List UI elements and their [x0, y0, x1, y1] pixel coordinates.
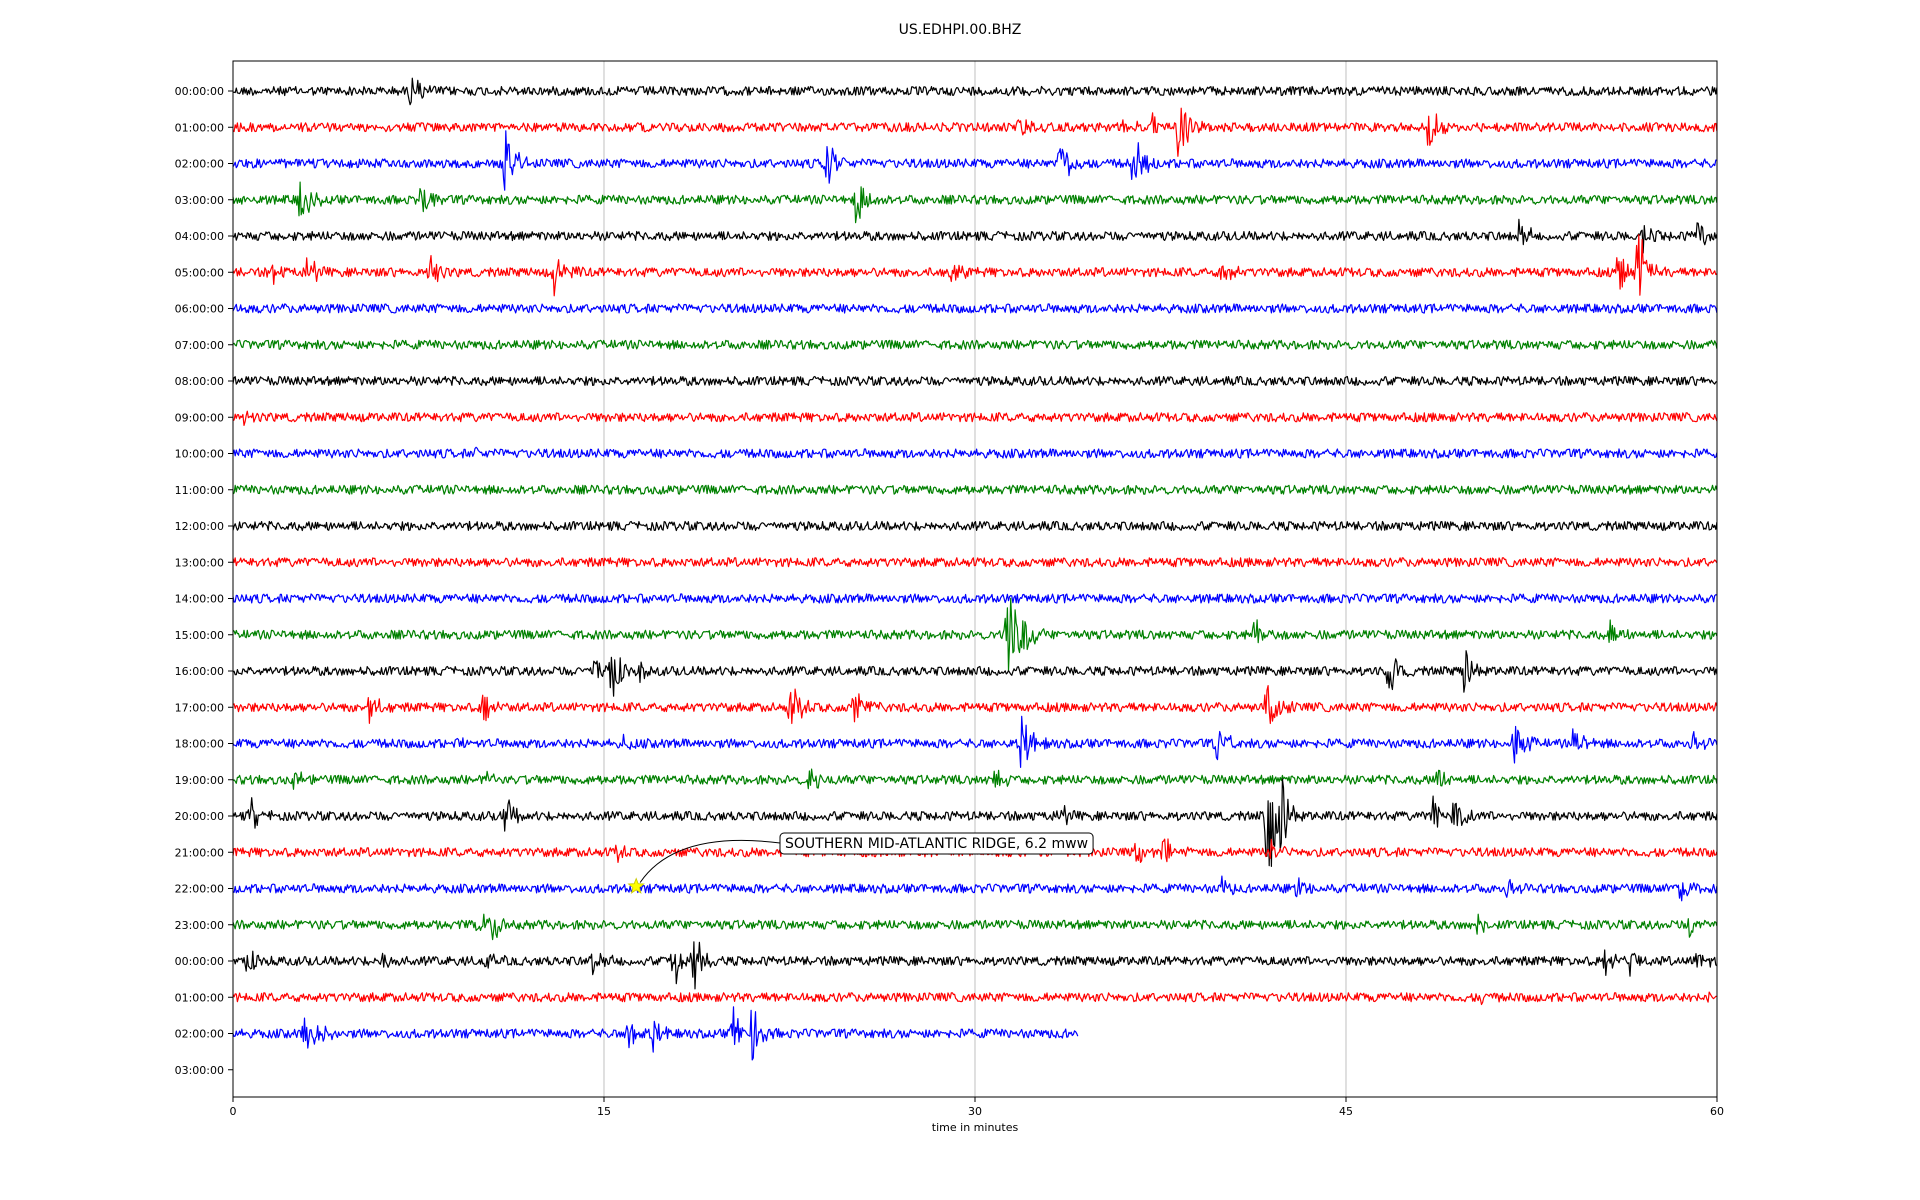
trace-line [232, 181, 1718, 224]
y-tick-label: 05:00:00 [175, 266, 224, 279]
x-tick-label: 15 [597, 1105, 611, 1118]
annotation-text: SOUTHERN MID-ATLANTIC RIDGE, 6.2 mww [785, 836, 1088, 852]
trace-line [232, 484, 1718, 495]
trace-line [232, 597, 1718, 672]
grid-lines [603, 61, 1347, 1097]
trace-line [232, 303, 1718, 314]
trace-line [232, 941, 1718, 990]
trace-line [232, 715, 1718, 768]
y-tick-label: 16:00:00 [175, 665, 224, 678]
trace-line [232, 218, 1718, 254]
y-tick-label: 15:00:00 [175, 629, 224, 642]
y-tick-label: 23:00:00 [175, 919, 224, 932]
trace-line [232, 520, 1718, 532]
trace-line [232, 77, 1718, 106]
y-tick-label: 10:00:00 [175, 448, 224, 461]
trace-line [232, 593, 1718, 604]
y-tick-label: 13:00:00 [175, 556, 224, 569]
trace-line [232, 778, 1718, 867]
plot-frame [232, 60, 1718, 1098]
y-tick-label: 01:00:00 [175, 121, 224, 134]
x-tick-label: 60 [1710, 1105, 1724, 1118]
event-star-marker [627, 877, 645, 894]
x-tick-labels: 0 15 30 45 60 [230, 1097, 1724, 1118]
chart-title: US.EDHPI.00.BHZ [898, 22, 1022, 38]
trace-line [232, 446, 1718, 459]
y-tick-label: 03:00:00 [175, 194, 224, 207]
y-tick-label: 12:00:00 [175, 520, 224, 533]
y-tick-label: 00:00:00 [175, 85, 224, 98]
y-tick-label: 03:00:00 [175, 1064, 224, 1077]
trace-line [232, 685, 1718, 725]
trace-line [232, 768, 1718, 790]
x-tick-label: 30 [968, 1105, 982, 1118]
y-tick-label: 18:00:00 [175, 738, 224, 751]
y-tick-label: 19:00:00 [175, 774, 224, 787]
annotation-arrow [639, 839, 781, 883]
x-tick-label: 45 [1339, 1105, 1353, 1118]
trace-line [232, 375, 1718, 387]
x-tick-label: 0 [230, 1105, 237, 1118]
y-tick-label: 04:00:00 [175, 230, 224, 243]
trace-line [232, 107, 1718, 157]
y-tick-label: 07:00:00 [175, 339, 224, 352]
y-tick-label: 02:00:00 [175, 158, 224, 171]
trace-line [232, 234, 1718, 297]
y-tick-label: 02:00:00 [175, 1028, 224, 1041]
y-tick-label: 21:00:00 [175, 846, 224, 859]
trace-line [232, 650, 1718, 697]
y-tick-label: 09:00:00 [175, 411, 224, 424]
trace-line [232, 875, 1718, 902]
y-tick-label: 01:00:00 [175, 991, 224, 1004]
x-axis-label: time in minutes [932, 1121, 1019, 1134]
event-annotation: SOUTHERN MID-ATLANTIC RIDGE, 6.2 mww [627, 832, 1094, 894]
annotation-box [779, 832, 1094, 855]
trace-line [232, 410, 1718, 426]
trace-line [232, 913, 1718, 941]
y-tick-label: 00:00:00 [175, 955, 224, 968]
y-tick-labels: 00:00:00 01:00:00 02:00:00 03:00:00 04:00:00… [175, 85, 233, 1077]
y-tick-label: 20:00:00 [175, 810, 224, 823]
trace-lines [232, 77, 1718, 1061]
trace-line [232, 130, 1717, 191]
trace-line [232, 339, 1718, 350]
trace-line [232, 991, 1717, 1006]
y-tick-label: 11:00:00 [175, 484, 224, 497]
trace-line [232, 1006, 1079, 1061]
y-tick-label: 08:00:00 [175, 375, 224, 388]
trace-line [232, 557, 1718, 568]
y-tick-label: 17:00:00 [175, 701, 224, 714]
y-tick-label: 14:00:00 [175, 593, 224, 606]
y-tick-label: 22:00:00 [175, 883, 224, 896]
y-tick-label: 06:00:00 [175, 303, 224, 316]
